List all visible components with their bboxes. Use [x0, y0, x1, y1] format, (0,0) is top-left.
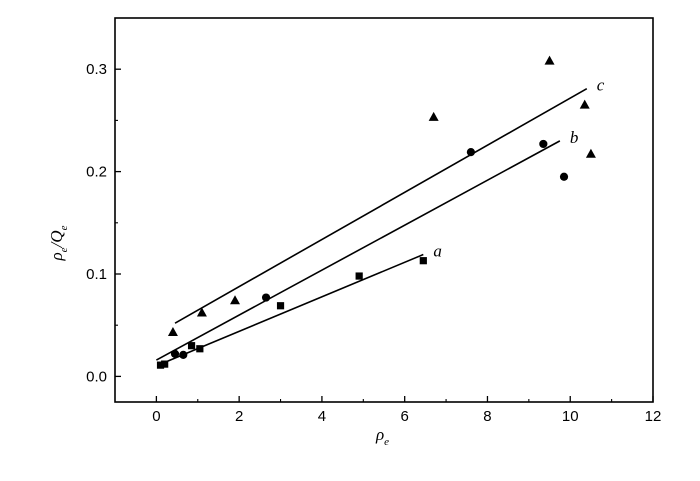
x-axis: 0 2 4 6 8 10 12	[152, 396, 661, 425]
y-axis: 0.0 0.1 0.2 0.3	[86, 61, 121, 385]
y-tick-label: 0.0	[86, 368, 107, 385]
point-c	[230, 295, 241, 305]
x-tick-label: 6	[401, 408, 409, 425]
x-tick-label: 12	[645, 408, 662, 425]
point-c	[196, 307, 207, 317]
point-a	[161, 360, 169, 368]
point-a	[355, 272, 363, 280]
series-label-c: c	[597, 76, 605, 95]
series-label-a: a	[433, 242, 442, 261]
point-c	[428, 111, 439, 121]
point-b	[539, 139, 548, 149]
point-b	[261, 293, 271, 302]
plot-frame	[114, 17, 654, 403]
point-a	[419, 257, 427, 265]
x-tick-label: 10	[562, 408, 579, 425]
x-tick-label: 2	[235, 408, 243, 425]
point-c	[544, 55, 555, 65]
fit-line-c	[174, 87, 588, 324]
point-a	[276, 302, 285, 310]
point-b	[559, 172, 569, 181]
y-tick-label: 0.3	[86, 61, 107, 78]
y-tick-label: 0.2	[86, 164, 107, 181]
x-tick-label: 8	[483, 408, 491, 425]
y-tick-label: 0.1	[86, 266, 107, 283]
x-tick-label: 4	[318, 408, 326, 425]
x-axis-label: ρe	[375, 425, 389, 448]
point-b	[179, 350, 188, 359]
series-label-b: b	[570, 128, 579, 147]
fit-lines	[156, 87, 588, 365]
x-tick-label: 0	[152, 408, 160, 425]
point-a	[187, 342, 196, 350]
point-c	[585, 148, 596, 158]
point-c	[167, 326, 178, 336]
point-a	[196, 345, 204, 353]
fit-line-b	[156, 140, 561, 361]
point-a	[156, 361, 165, 369]
fit-line-a	[160, 253, 424, 365]
point-b	[466, 148, 476, 157]
point-b	[170, 349, 180, 358]
point-c	[579, 99, 590, 109]
series-labels: a b c	[433, 76, 604, 261]
y-axis-label: ρe/Qe	[47, 225, 70, 261]
data-points	[156, 55, 596, 369]
